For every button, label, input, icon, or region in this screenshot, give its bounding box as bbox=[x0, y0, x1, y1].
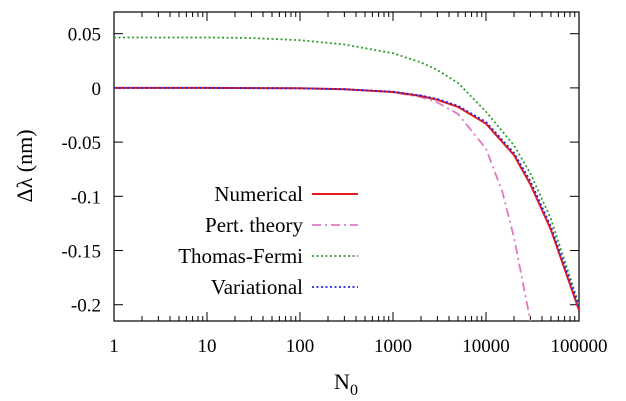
legend-background bbox=[124, 176, 360, 300]
legend-label: Variational bbox=[211, 275, 303, 299]
series-line-variational bbox=[114, 87, 579, 308]
legend: Numerical Pert. theory Thomas-Fermi Variati… bbox=[124, 176, 360, 300]
series-line-thomas-fermi bbox=[114, 36, 579, 305]
x-tick-label: 1 bbox=[109, 336, 119, 357]
y-tick-label: -0.05 bbox=[61, 133, 101, 154]
y-axis-title: Δλ (nm) bbox=[12, 129, 37, 202]
legend-items: Numerical Pert. theory Thomas-Fermi Variati… bbox=[178, 182, 358, 299]
x-tick-label: 100000 bbox=[551, 336, 608, 357]
y-axis-ticks: 0.05 0 -0.05 -0.1 -0.15 -0.2 bbox=[61, 25, 579, 317]
x-axis-title: N0 bbox=[334, 369, 358, 399]
y-tick-label: -0.2 bbox=[71, 296, 101, 317]
legend-label: Pert. theory bbox=[205, 213, 303, 237]
plot-frame bbox=[113, 11, 580, 322]
legend-label: Thomas-Fermi bbox=[178, 244, 303, 268]
x-axis-ticks: 1 10 100 1000 10000 100000 bbox=[109, 12, 608, 357]
y-tick-label: 0.05 bbox=[68, 25, 101, 46]
x-tick-label: 1000 bbox=[374, 336, 412, 357]
legend-label: Numerical bbox=[214, 182, 303, 206]
y-tick-label: -0.1 bbox=[71, 187, 101, 208]
y-tick-label: -0.15 bbox=[61, 242, 101, 263]
series-line-pert-theory bbox=[114, 87, 532, 321]
x-tick-label: 10 bbox=[198, 336, 217, 357]
x-tick-label: 100 bbox=[286, 336, 315, 357]
x-tick-label: 10000 bbox=[462, 336, 510, 357]
x-axis-title-main: N bbox=[334, 369, 350, 394]
y-tick-label: 0 bbox=[92, 79, 102, 100]
series-layer bbox=[114, 36, 579, 321]
x-axis-title-subscript: 0 bbox=[350, 382, 358, 399]
